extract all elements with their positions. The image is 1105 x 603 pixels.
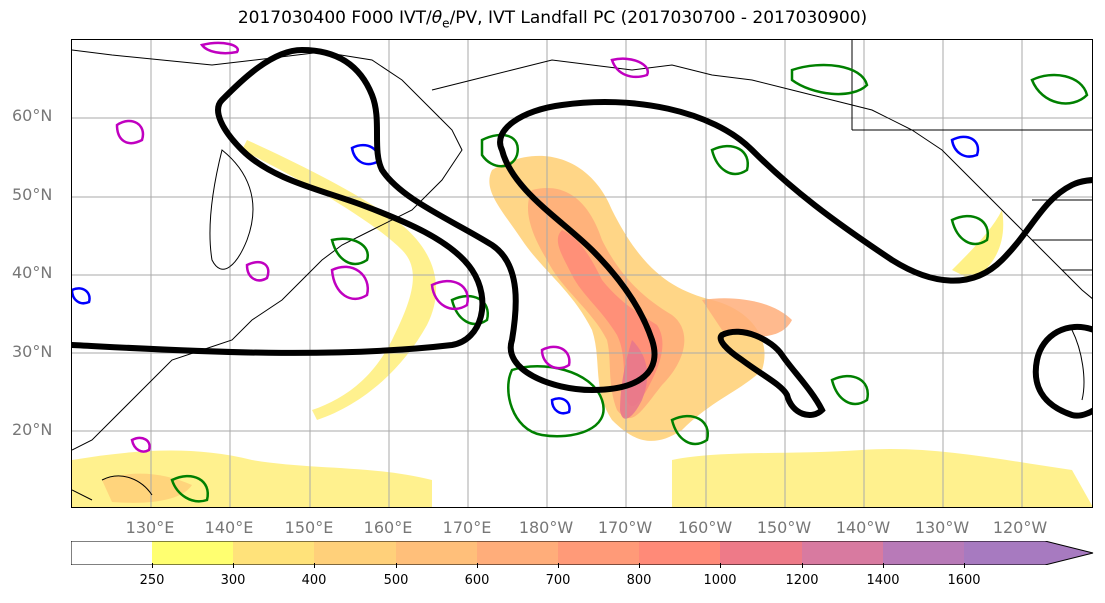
figure-title: 2017030400 F000 IVT/θe/PV, IVT Landfall … — [237, 8, 868, 31]
theta-e-contours — [170, 63, 1089, 503]
lon-label-170e: 170°E — [442, 518, 492, 537]
cbar-tick-1000: 1000 — [703, 573, 737, 588]
cbar-bin-1600-plus — [964, 541, 1093, 565]
cbar-bin-500-600 — [396, 541, 477, 565]
pv-positive-contours — [115, 41, 649, 453]
coastlines — [72, 40, 1092, 501]
lat-label-30n: 30°N — [12, 342, 53, 361]
lat-label-50n: 50°N — [12, 185, 53, 204]
lon-label-130w: 130°W — [914, 518, 970, 537]
ivt-shading — [72, 140, 1092, 507]
cbar-tick-1400: 1400 — [866, 573, 900, 588]
cbar-bin-400-500 — [314, 541, 396, 565]
cbar-bin-600-700 — [477, 541, 558, 565]
lon-label-160e: 160°E — [363, 518, 413, 537]
map-canvas — [72, 40, 1092, 507]
map-panel — [71, 39, 1093, 508]
cbar-bin-700-800 — [558, 541, 639, 565]
cbar-tick-1200: 1200 — [785, 573, 819, 588]
lon-label-130e: 130°E — [125, 518, 175, 537]
lon-label-150w: 150°W — [756, 518, 812, 537]
cbar-bin-250-300 — [152, 541, 233, 565]
lon-label-140e: 140°E — [204, 518, 254, 537]
cbar-bin-300-400 — [233, 541, 314, 565]
lat-label-20n: 20°N — [12, 420, 53, 439]
cbar-tick-1600: 1600 — [947, 573, 981, 588]
lon-label-120w: 120°W — [992, 518, 1048, 537]
cbar-bin-800-1000 — [639, 541, 720, 565]
cbar-tick-600: 600 — [464, 573, 490, 588]
cbar-tick-800: 800 — [626, 573, 652, 588]
lon-label-160w: 160°W — [677, 518, 733, 537]
lat-label-60n: 60°N — [12, 106, 53, 125]
cbar-tick-250: 250 — [139, 573, 165, 588]
lon-label-150e: 150°E — [284, 518, 334, 537]
cbar-bin-1000-1200 — [720, 541, 802, 565]
cbar-bin-1200-1400 — [802, 541, 883, 565]
cbar-tick-500: 500 — [383, 573, 409, 588]
ivt-colorbar — [70, 540, 1096, 569]
lon-label-140w: 140°W — [835, 518, 891, 537]
lon-label-170w: 170°W — [597, 518, 653, 537]
cbar-tick-400: 400 — [301, 573, 327, 588]
cbar-bin-1400-1600 — [883, 541, 964, 565]
lon-label-180w: 180°W — [518, 518, 574, 537]
cbar-tick-300: 300 — [220, 573, 246, 588]
ivt-landfall-pc-contour — [72, 46, 1092, 419]
lat-label-40n: 40°N — [12, 263, 53, 282]
cbar-tick-700: 700 — [545, 573, 571, 588]
